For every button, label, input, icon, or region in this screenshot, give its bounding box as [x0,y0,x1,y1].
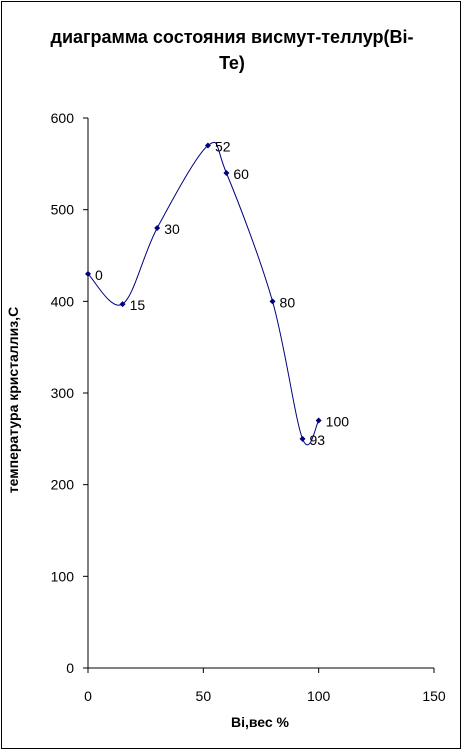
data-point [204,142,211,149]
data-point [269,298,276,305]
y-axis-ticks: 0 100 200 300 400 500 600 [51,110,88,676]
x-tick-label: 50 [196,688,212,704]
y-tick-label: 0 [66,660,74,676]
data-points [85,142,322,442]
data-label: 100 [326,414,350,430]
x-axis-label: Bi,вес % [230,714,290,730]
series-line [87,141,320,446]
chart-title: диаграмма состояния висмут-теллур(Bi-Te) [50,27,414,73]
x-tick-label: 100 [307,688,331,704]
x-tick-label: 0 [84,688,92,704]
y-tick-label: 100 [51,568,75,584]
y-tick-label: 200 [51,477,75,493]
data-point [154,225,161,231]
data-label: 93 [310,432,326,448]
y-tick-label: 400 [51,293,75,309]
data-point [299,435,306,442]
x-tick-label: 150 [422,688,446,704]
data-point [223,170,230,176]
y-tick-label: 600 [51,110,75,126]
x-axis-ticks: 0 50 100 150 [84,668,446,704]
data-point [85,270,91,277]
data-label: 60 [233,166,249,182]
data-label: 30 [164,221,180,237]
axes [87,118,434,669]
data-label: 15 [130,297,146,313]
data-label: 80 [280,294,296,310]
data-point [315,417,322,424]
data-label: 52 [215,139,231,155]
data-label: 0 [95,267,103,283]
y-tick-label: 300 [51,385,75,401]
data-point [119,301,126,308]
y-tick-label: 500 [51,202,75,218]
